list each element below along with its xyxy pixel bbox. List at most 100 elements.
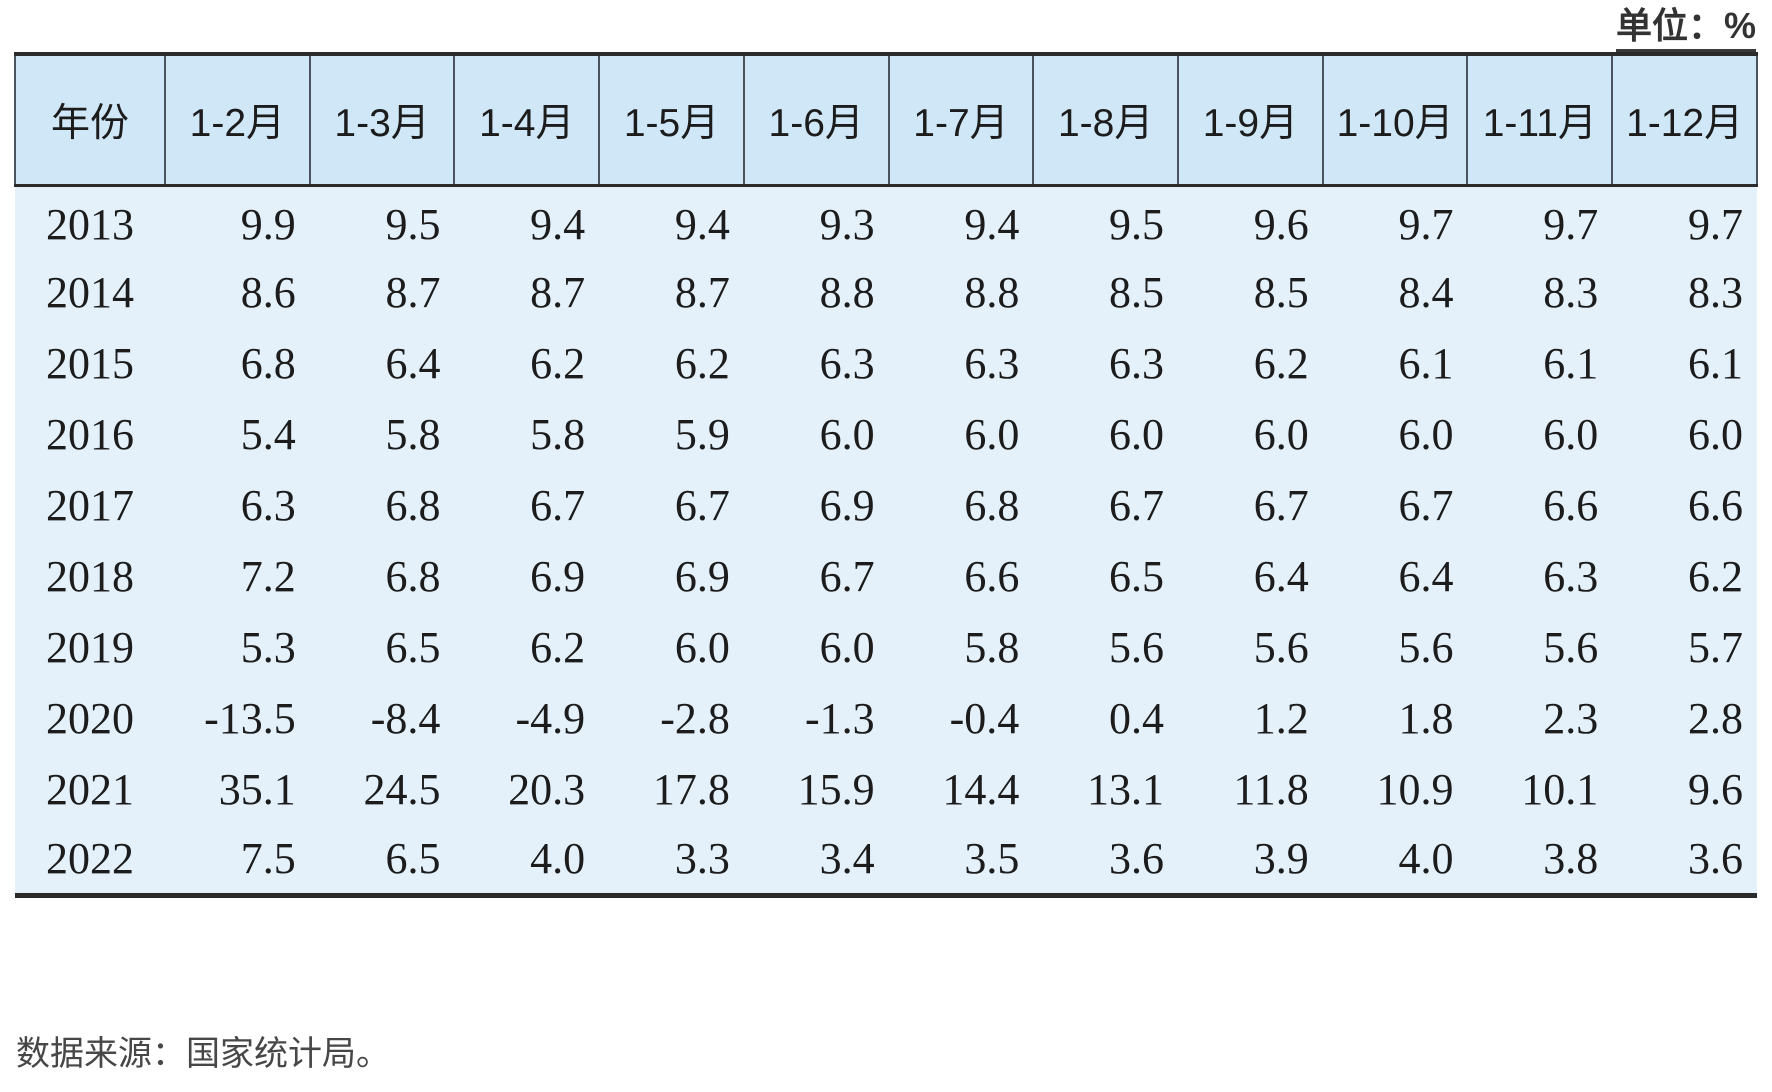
table-row: 2017 6.3 6.8 6.7 6.7 6.9 6.8 6.7 6.7 6.7 6.6 6.6 bbox=[15, 469, 1757, 541]
value-cell: 3.9 bbox=[1178, 824, 1323, 899]
value-cell: 35.1 bbox=[165, 753, 310, 825]
value-cell: 9.9 bbox=[165, 185, 310, 257]
value-cell: -2.8 bbox=[599, 682, 744, 754]
value-cell: 3.3 bbox=[599, 824, 744, 899]
value-cell: 5.8 bbox=[309, 398, 455, 470]
value-cell: 8.5 bbox=[1033, 256, 1179, 328]
value-cell: 6.0 bbox=[1612, 398, 1757, 470]
table-row: 2022 7.5 6.5 4.0 3.3 3.4 3.5 3.6 3.9 4.0 3.8 3.6 bbox=[15, 824, 1757, 899]
value-cell: 9.6 bbox=[1612, 753, 1757, 825]
value-cell: 6.0 bbox=[1467, 398, 1613, 470]
value-cell: 6.0 bbox=[1178, 398, 1323, 470]
year-cell: 2019 bbox=[15, 611, 165, 683]
header-cell-month: 1-5月 bbox=[598, 53, 744, 186]
value-cell: 9.4 bbox=[888, 185, 1034, 257]
value-cell: 6.7 bbox=[1322, 469, 1468, 541]
value-cell: 9.7 bbox=[1467, 185, 1613, 257]
value-cell: 8.8 bbox=[888, 256, 1034, 328]
value-cell: 10.9 bbox=[1322, 753, 1468, 825]
value-cell: 5.9 bbox=[599, 398, 744, 470]
value-cell: 7.2 bbox=[165, 540, 310, 612]
value-cell: 1.2 bbox=[1178, 682, 1323, 754]
value-cell: 6.9 bbox=[743, 469, 889, 541]
header-cell-month: 1-6月 bbox=[742, 53, 889, 186]
value-cell: 5.7 bbox=[1612, 611, 1757, 683]
value-cell: 6.2 bbox=[454, 611, 600, 683]
value-cell: 6.8 bbox=[309, 540, 455, 612]
year-cell: 2013 bbox=[15, 185, 165, 257]
value-cell: 8.5 bbox=[1178, 256, 1323, 328]
value-cell: 3.5 bbox=[888, 824, 1034, 899]
value-cell: 8.4 bbox=[1322, 256, 1468, 328]
value-cell: 6.7 bbox=[1178, 469, 1323, 541]
value-cell: 5.6 bbox=[1033, 611, 1179, 683]
value-cell: 9.4 bbox=[454, 185, 600, 257]
year-cell: 2020 bbox=[15, 682, 165, 754]
value-cell: 6.3 bbox=[165, 469, 310, 541]
header-cell-month: 1-12月 bbox=[1611, 53, 1758, 186]
value-cell: 6.5 bbox=[309, 611, 455, 683]
year-cell: 2017 bbox=[15, 469, 165, 541]
value-cell: 6.1 bbox=[1612, 327, 1757, 399]
value-cell: 8.7 bbox=[454, 256, 600, 328]
value-cell: 0.4 bbox=[1033, 682, 1179, 754]
value-cell: 6.7 bbox=[1033, 469, 1179, 541]
year-cell: 2021 bbox=[15, 753, 165, 825]
table-row: 2018 7.2 6.8 6.9 6.9 6.7 6.6 6.5 6.4 6.4 6.3 6.2 bbox=[15, 540, 1757, 612]
value-cell: 6.3 bbox=[743, 327, 889, 399]
value-cell: 6.9 bbox=[599, 540, 744, 612]
header-cell-year: 年份 bbox=[14, 53, 165, 186]
value-cell: 8.7 bbox=[599, 256, 744, 328]
value-cell: 5.4 bbox=[165, 398, 310, 470]
value-cell: 6.0 bbox=[743, 398, 889, 470]
unit-row: 单位：% bbox=[0, 6, 1772, 52]
value-cell: 6.8 bbox=[165, 327, 310, 399]
data-table: 年份 1-2月 1-3月 1-4月 1-5月 1-6月 1-7月 1-8月 1-9月 1-10月 1… bbox=[14, 52, 1758, 899]
value-cell: 6.2 bbox=[454, 327, 600, 399]
value-cell: 5.8 bbox=[454, 398, 600, 470]
value-cell: -8.4 bbox=[309, 682, 455, 754]
value-cell: 8.8 bbox=[743, 256, 889, 328]
value-cell: 6.0 bbox=[1033, 398, 1179, 470]
value-cell: 6.0 bbox=[888, 398, 1034, 470]
header-row: 年份 1-2月 1-3月 1-4月 1-5月 1-6月 1-7月 1-8月 1-9月 1-10月 1… bbox=[14, 53, 1758, 186]
table-row: 2013 9.9 9.5 9.4 9.4 9.3 9.4 9.5 9.6 9.7 9.7 9.7 bbox=[15, 185, 1757, 257]
value-cell: 6.2 bbox=[1178, 327, 1323, 399]
table-body: 2013 9.9 9.5 9.4 9.4 9.3 9.4 9.5 9.6 9.7 9.7 9.7 201… bbox=[15, 185, 1757, 899]
value-cell: 20.3 bbox=[454, 753, 600, 825]
year-cell: 2016 bbox=[15, 398, 165, 470]
header-cell-month: 1-11月 bbox=[1466, 53, 1613, 186]
value-cell: 5.6 bbox=[1178, 611, 1323, 683]
value-cell: 6.1 bbox=[1322, 327, 1468, 399]
value-cell: 9.7 bbox=[1322, 185, 1468, 257]
value-cell: 3.8 bbox=[1467, 824, 1613, 899]
value-cell: 6.5 bbox=[1033, 540, 1179, 612]
value-cell: 5.3 bbox=[165, 611, 310, 683]
value-cell: 6.0 bbox=[599, 611, 744, 683]
value-cell: 15.9 bbox=[743, 753, 889, 825]
unit-label: 单位：% bbox=[1615, 6, 1756, 52]
value-cell: 9.7 bbox=[1612, 185, 1757, 257]
value-cell: 6.4 bbox=[1322, 540, 1468, 612]
value-cell: 9.3 bbox=[743, 185, 889, 257]
header-cell-month: 1-8月 bbox=[1032, 53, 1179, 186]
table-row: 2020 -13.5 -8.4 -4.9 -2.8 -1.3 -0.4 0.4 1.2 1.8 2.… bbox=[15, 682, 1757, 754]
value-cell: 6.3 bbox=[1033, 327, 1179, 399]
value-cell: -13.5 bbox=[165, 682, 310, 754]
value-cell: 6.4 bbox=[1178, 540, 1323, 612]
header-cell-month: 1-4月 bbox=[453, 53, 600, 186]
value-cell: 9.6 bbox=[1178, 185, 1323, 257]
value-cell: 4.0 bbox=[454, 824, 600, 899]
value-cell: 6.6 bbox=[1467, 469, 1613, 541]
value-cell: 6.8 bbox=[309, 469, 455, 541]
table-row: 2014 8.6 8.7 8.7 8.7 8.8 8.8 8.5 8.5 8.4 8.3 8.3 bbox=[15, 256, 1757, 328]
value-cell: 11.8 bbox=[1178, 753, 1323, 825]
value-cell: 13.1 bbox=[1033, 753, 1179, 825]
value-cell: -1.3 bbox=[743, 682, 889, 754]
value-cell: 6.5 bbox=[309, 824, 455, 899]
value-cell: 3.6 bbox=[1612, 824, 1757, 899]
value-cell: 6.8 bbox=[888, 469, 1034, 541]
value-cell: 1.8 bbox=[1322, 682, 1468, 754]
header-cell-month: 1-3月 bbox=[308, 53, 455, 186]
